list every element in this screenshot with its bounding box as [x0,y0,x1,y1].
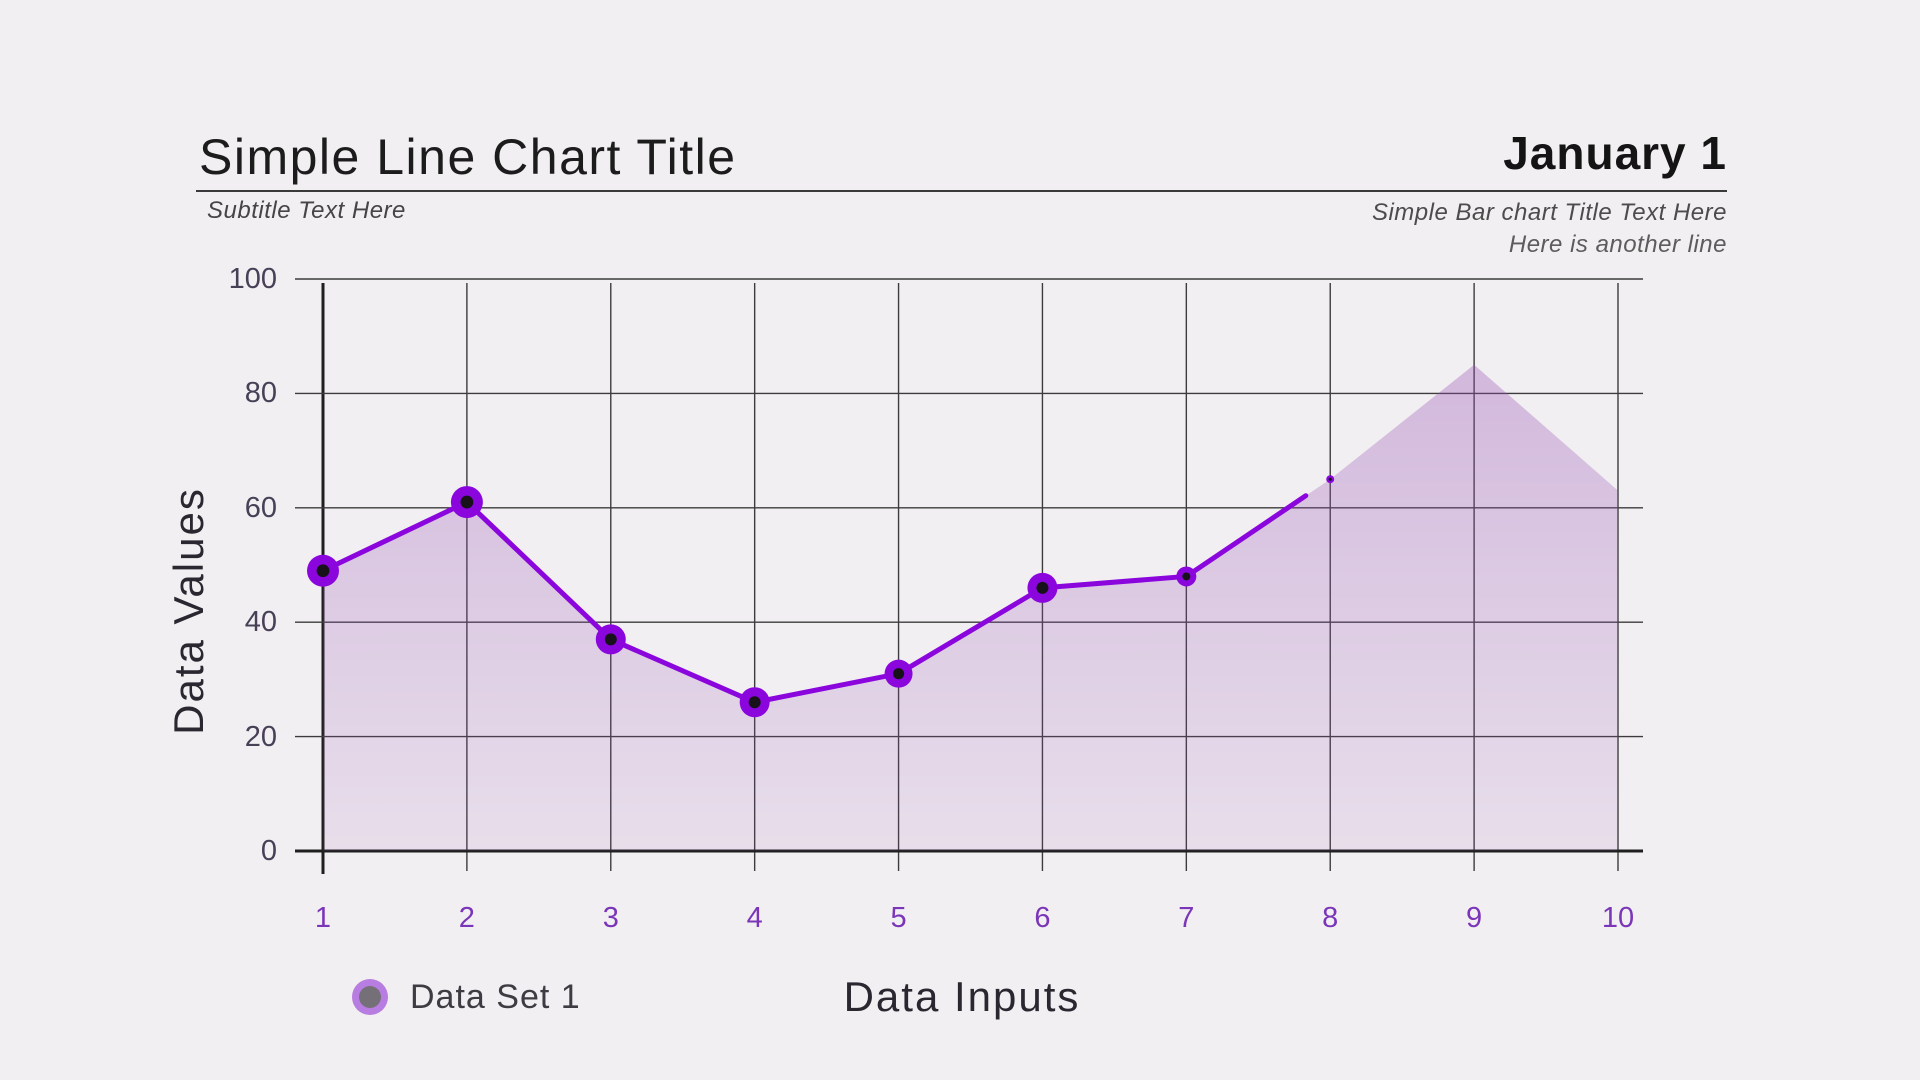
data-point-core [892,668,905,680]
date-label: January 1 [1503,127,1727,179]
right-subtitle-line2: Here is another line [1508,231,1727,258]
data-point-core [604,633,617,646]
x-tick-label: 8 [1322,902,1339,934]
x-tick-label: 3 [602,902,619,934]
data-point-core [748,696,761,709]
x-tick-label: 1 [314,902,332,934]
x-tick-label: 10 [1601,902,1635,934]
area-fill [323,364,1618,851]
x-tick-label: 4 [746,902,763,934]
y-axis-label: Data Values [165,487,212,735]
data-point-core [316,564,330,578]
page-subtitle: Subtitle Text Here [207,197,406,224]
x-axis-label: Data Inputs [843,973,1081,1020]
header-divider [196,190,1727,192]
y-tick-label: 0 [260,835,277,867]
legend-marker-icon [352,979,388,1015]
x-tick-label: 2 [458,902,475,934]
x-tick-label: 7 [1178,902,1195,934]
data-point-core [460,495,474,509]
y-tick-label: 20 [244,720,277,753]
legend-label: Data Set 1 [410,977,581,1016]
y-tick-label: 60 [244,491,277,524]
x-tick-label: 5 [890,902,907,934]
data-point-core [1328,477,1332,481]
legend-marker-inner-dot [359,986,381,1008]
data-point-core [1182,572,1191,581]
y-tick-label: 80 [244,377,277,410]
legend-item[interactable]: Data Set 1 [352,977,581,1017]
x-tick-label: 9 [1466,902,1483,934]
series-line [320,493,1309,705]
data-point-core [1036,581,1049,594]
y-tick-label: 40 [244,606,277,639]
x-tick-label: 6 [1034,902,1051,934]
page-title: Simple Line Chart Title [199,129,737,185]
y-tick-label: 100 [228,263,277,295]
right-subtitle-line1: Simple Bar chart Title Text Here [1371,199,1727,226]
